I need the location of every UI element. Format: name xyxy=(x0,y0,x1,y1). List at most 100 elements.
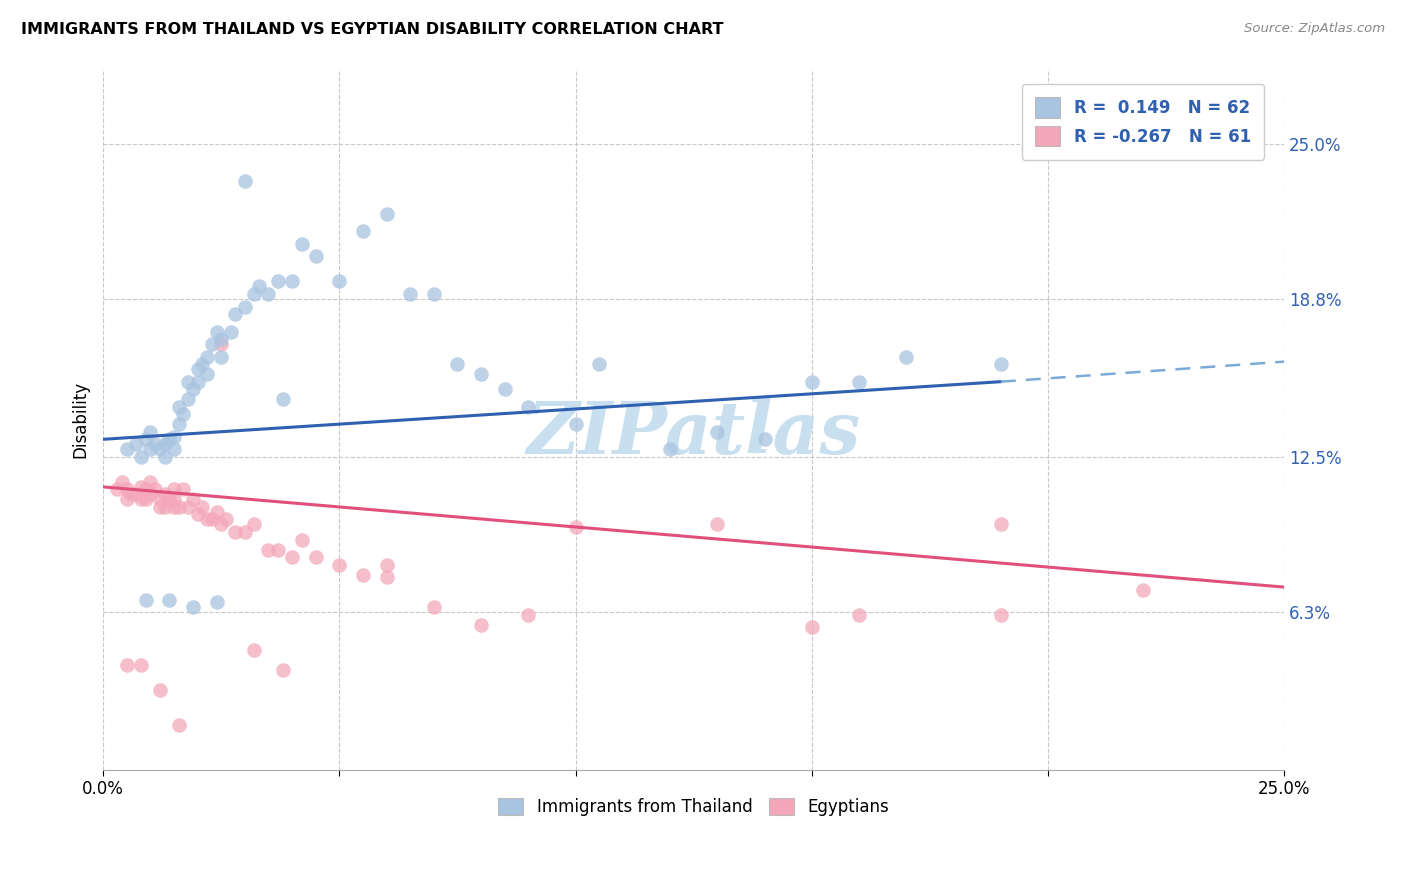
Point xyxy=(135,483,157,497)
Point xyxy=(143,437,166,451)
Point xyxy=(233,300,256,314)
Point xyxy=(205,325,228,339)
Point xyxy=(209,332,232,346)
Point xyxy=(129,657,152,672)
Point xyxy=(243,287,266,301)
Point xyxy=(352,567,374,582)
Point xyxy=(233,174,256,188)
Point xyxy=(135,592,157,607)
Point xyxy=(470,367,492,381)
Point xyxy=(135,492,157,507)
Point xyxy=(375,558,398,572)
Point xyxy=(564,417,586,432)
Point xyxy=(157,432,180,446)
Point xyxy=(163,483,186,497)
Point xyxy=(423,287,446,301)
Point xyxy=(125,437,148,451)
Point xyxy=(209,350,232,364)
Point xyxy=(157,492,180,507)
Point xyxy=(139,475,162,489)
Point xyxy=(163,430,186,444)
Point xyxy=(139,425,162,439)
Point xyxy=(167,718,190,732)
Point xyxy=(375,570,398,584)
Point xyxy=(800,375,823,389)
Point xyxy=(290,533,312,547)
Text: IMMIGRANTS FROM THAILAND VS EGYPTIAN DISABILITY CORRELATION CHART: IMMIGRANTS FROM THAILAND VS EGYPTIAN DIS… xyxy=(21,22,724,37)
Point xyxy=(706,517,728,532)
Point xyxy=(990,357,1012,371)
Point xyxy=(800,620,823,634)
Point xyxy=(149,500,172,514)
Point xyxy=(187,508,209,522)
Point xyxy=(187,375,209,389)
Point xyxy=(177,392,200,407)
Point xyxy=(177,500,200,514)
Point xyxy=(588,357,610,371)
Point xyxy=(163,492,186,507)
Point xyxy=(215,512,238,526)
Point xyxy=(205,595,228,609)
Point xyxy=(990,517,1012,532)
Point xyxy=(247,279,270,293)
Point xyxy=(115,442,138,457)
Point xyxy=(423,600,446,615)
Point xyxy=(129,492,152,507)
Point xyxy=(201,512,224,526)
Point xyxy=(517,607,540,622)
Point xyxy=(195,512,218,526)
Point xyxy=(111,475,134,489)
Point xyxy=(257,542,280,557)
Point xyxy=(191,357,214,371)
Point xyxy=(281,275,304,289)
Point xyxy=(115,483,138,497)
Point xyxy=(267,542,290,557)
Point xyxy=(267,275,290,289)
Point xyxy=(754,432,776,446)
Point xyxy=(167,417,190,432)
Point xyxy=(352,224,374,238)
Point xyxy=(153,450,176,464)
Point xyxy=(290,236,312,251)
Point xyxy=(446,357,468,371)
Point xyxy=(399,287,422,301)
Point xyxy=(564,520,586,534)
Text: Source: ZipAtlas.com: Source: ZipAtlas.com xyxy=(1244,22,1385,36)
Point xyxy=(172,407,194,421)
Point xyxy=(243,517,266,532)
Point xyxy=(149,442,172,457)
Y-axis label: Disability: Disability xyxy=(72,381,89,458)
Point xyxy=(195,350,218,364)
Point xyxy=(167,400,190,414)
Point xyxy=(328,558,350,572)
Point xyxy=(153,437,176,451)
Point xyxy=(149,682,172,697)
Point xyxy=(209,337,232,351)
Point xyxy=(470,617,492,632)
Point xyxy=(181,492,204,507)
Point xyxy=(219,325,242,339)
Point xyxy=(990,607,1012,622)
Point xyxy=(209,517,232,532)
Point xyxy=(191,500,214,514)
Point xyxy=(129,480,152,494)
Point xyxy=(271,663,294,677)
Point xyxy=(163,442,186,457)
Point xyxy=(896,350,918,364)
Point xyxy=(328,275,350,289)
Point xyxy=(201,337,224,351)
Point xyxy=(149,492,172,507)
Point xyxy=(177,375,200,389)
Point xyxy=(243,642,266,657)
Point xyxy=(105,483,128,497)
Point xyxy=(187,362,209,376)
Point xyxy=(375,207,398,221)
Point xyxy=(224,307,246,321)
Point xyxy=(115,657,138,672)
Point xyxy=(659,442,682,457)
Point xyxy=(257,287,280,301)
Point xyxy=(172,483,194,497)
Point xyxy=(494,382,516,396)
Point xyxy=(153,487,176,501)
Point xyxy=(143,483,166,497)
